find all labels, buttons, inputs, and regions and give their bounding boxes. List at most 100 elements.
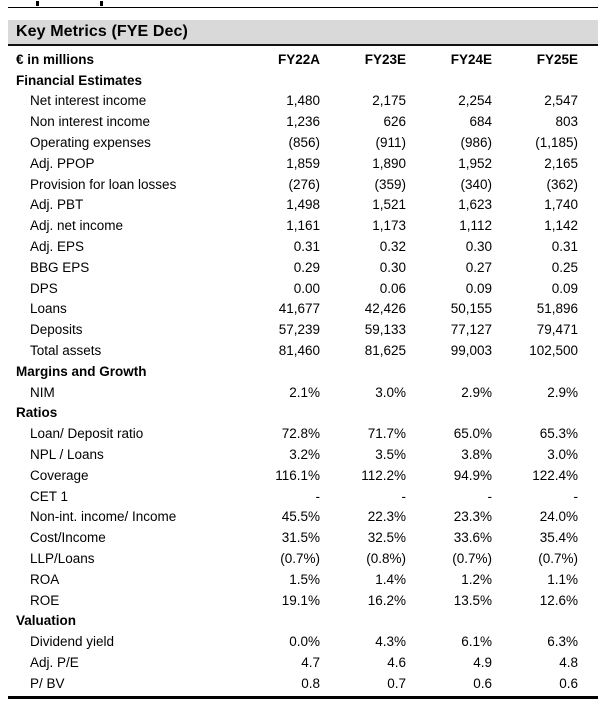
cell-value: 65.0% xyxy=(453,426,492,442)
row-label: BBG EPS xyxy=(30,259,90,275)
section-header-row: Financial Estimates xyxy=(8,70,598,91)
table-row: Non-int. income/ Income 45.5% 22.3% 23.3% 24… xyxy=(8,507,598,528)
cell-value: 42,426 xyxy=(364,301,406,317)
table-row: NIM 2.1% 3.0% 2.9% 2.9% xyxy=(8,382,598,403)
cell-value: 4.9 xyxy=(473,655,492,670)
cell-value: 24.0% xyxy=(539,509,578,525)
row-label: ROA xyxy=(30,571,60,587)
cell-value: 16.2% xyxy=(367,592,406,608)
row-label: Cost/Income xyxy=(30,530,106,546)
table-row: Adj. PBT 1,498 1,521 1,623 1,740 xyxy=(8,195,598,216)
cell-value: 1.2% xyxy=(461,571,492,587)
table-row: Total assets 81,460 81,625 99,003 102,500 xyxy=(8,340,598,361)
row-label: NPL / Loans xyxy=(30,447,104,463)
cell-value: 1,498 xyxy=(286,197,320,213)
unit-label: € in millions xyxy=(16,51,95,67)
table-row: Adj. EPS 0.31 0.32 0.30 0.31 xyxy=(8,236,598,257)
cell-value: 684 xyxy=(469,114,492,130)
table-row: P/ BV 0.8 0.7 0.6 0.6 xyxy=(8,673,598,694)
column-header-fy25e: FY25E xyxy=(536,51,578,67)
cell-value: 626 xyxy=(383,114,406,130)
metrics-table: € in millions FY22A FY23E FY24E FY25E Fi… xyxy=(8,49,598,694)
cell-value: 2,175 xyxy=(372,93,406,109)
cell-value: (911) xyxy=(375,135,406,151)
table-row: ROA 1.5% 1.4% 1.2% 1.1% xyxy=(8,569,598,590)
row-label: Adj. net income xyxy=(30,218,124,234)
cell-value: 23.3% xyxy=(453,509,492,525)
cell-value: 12.6% xyxy=(539,592,578,608)
cell-value: 6.3% xyxy=(547,634,578,650)
cell-value: 50,155 xyxy=(450,301,492,317)
cell-value: 122.4% xyxy=(532,467,578,483)
section-title: Valuation xyxy=(16,613,77,629)
row-label: Adj. P/E xyxy=(30,655,79,670)
table-row: Net interest income 1,480 2,175 2,254 2,547 xyxy=(8,91,598,112)
table-row: BBG EPS 0.29 0.30 0.27 0.25 xyxy=(8,257,598,278)
cell-value: 102,500 xyxy=(529,343,578,359)
table-row: LLP/Loans (0.7%) (0.8%) (0.7%) (0.7%) xyxy=(8,548,598,569)
cell-value: 1.5% xyxy=(289,571,320,587)
column-header-fy23e: FY23E xyxy=(364,51,406,67)
cell-value: 116.1% xyxy=(275,467,320,483)
column-header-fy24e: FY24E xyxy=(450,51,492,67)
cell-value: 1,859 xyxy=(286,155,320,171)
table-row: ROE 19.1% 16.2% 13.5% 12.6% xyxy=(8,590,598,611)
row-label: Provision for loan losses xyxy=(30,176,177,192)
cell-value: 4.3% xyxy=(375,634,406,650)
cell-value: 2.1% xyxy=(289,384,320,400)
cell-value: 0.6 xyxy=(559,675,578,691)
cell-value: 59,133 xyxy=(364,322,406,338)
cell-value: 45.5% xyxy=(281,509,320,525)
row-label: Net interest income xyxy=(30,93,147,109)
table-row: Deposits 57,239 59,133 77,127 79,471 xyxy=(8,319,598,340)
row-label: Dividend yield xyxy=(30,634,115,650)
cell-value: 0.32 xyxy=(379,239,406,255)
cell-value: 0.8 xyxy=(301,675,320,691)
cropped-content-artifact xyxy=(36,1,39,6)
cell-value: 0.27 xyxy=(465,259,492,275)
cell-value: (986) xyxy=(460,135,492,151)
cell-value: 0.30 xyxy=(465,239,492,255)
cell-value: 6.1% xyxy=(461,634,492,650)
cell-value: 32.5% xyxy=(367,530,406,546)
top-rule xyxy=(8,0,598,8)
cell-value: 3.8% xyxy=(461,447,492,463)
cell-value: 1,142 xyxy=(544,218,578,234)
section-title: Margins and Growth xyxy=(16,363,147,379)
cell-value: 57,239 xyxy=(278,322,320,338)
cell-value: 0.29 xyxy=(293,259,320,275)
row-label: P/ BV xyxy=(30,675,65,691)
row-label: NIM xyxy=(30,384,55,400)
cell-value: 2,547 xyxy=(544,93,578,109)
cell-value: 1,740 xyxy=(544,197,578,213)
cell-value: 0.6 xyxy=(473,675,492,691)
cell-value: (1,185) xyxy=(535,135,578,151)
cell-value: 112.2% xyxy=(361,467,406,483)
column-header-row: € in millions FY22A FY23E FY24E FY25E xyxy=(8,49,598,70)
cell-value: 81,625 xyxy=(364,343,406,359)
row-label: Non-int. income/ Income xyxy=(30,509,177,525)
cell-value: 31.5% xyxy=(281,530,320,546)
section-title: Ratios xyxy=(16,405,58,421)
cell-value: 2,165 xyxy=(544,155,578,171)
cropped-content-artifact xyxy=(100,1,103,6)
cell-value: 1,480 xyxy=(286,93,320,109)
cell-value: 99,003 xyxy=(450,343,492,359)
table-row: Adj. P/E 4.7 4.6 4.9 4.8 xyxy=(8,652,598,673)
row-label: Total assets xyxy=(30,343,102,359)
cell-value: 72.8% xyxy=(281,426,320,442)
cell-value: (0.7%) xyxy=(452,551,492,567)
cell-value: - xyxy=(573,488,579,504)
cell-value: 1.4% xyxy=(375,571,406,587)
row-label: Operating expenses xyxy=(30,135,151,151)
cell-value: 3.0% xyxy=(547,447,578,463)
section-header-row: Margins and Growth xyxy=(8,361,598,382)
cell-value: - xyxy=(487,488,493,504)
cell-value: 79,471 xyxy=(536,322,578,338)
cell-value: - xyxy=(315,488,321,504)
cell-value: - xyxy=(401,488,407,504)
cell-value: 0.09 xyxy=(465,280,492,296)
row-label: DPS xyxy=(30,280,58,296)
column-header-fy22a: FY22A xyxy=(277,51,320,67)
row-label: Coverage xyxy=(30,467,89,483)
